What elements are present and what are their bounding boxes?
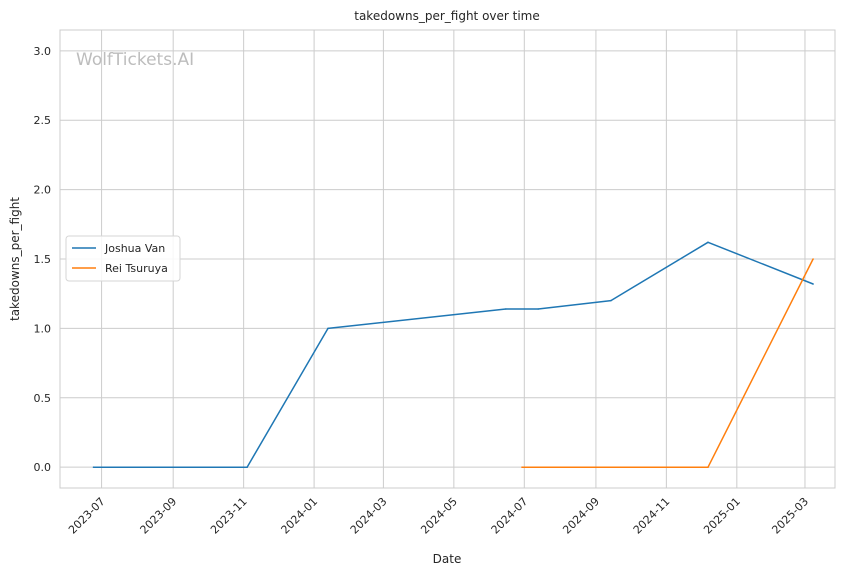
y-axis-ticks: 0.0 0.5 1.0 1.5 2.0 2.5 3.0 (34, 45, 52, 474)
plot-frame (59, 29, 836, 489)
y-tick-label: 2.5 (34, 114, 52, 127)
data-point (505, 308, 507, 310)
x-tick-label: 2025-03 (769, 495, 811, 537)
x-tick-label: 2024-11 (631, 495, 673, 537)
data-point (92, 466, 95, 469)
legend-label-rei-tsuruya: Rei Tsuruya (105, 262, 168, 275)
data-point (707, 466, 709, 469)
x-tick-label: 2023-07 (66, 495, 108, 537)
y-tick-label: 2.0 (34, 184, 52, 197)
y-axis-label: takedowns_per_fight (8, 197, 22, 321)
series-lines (92, 241, 814, 469)
x-tick-label: 2023-11 (208, 495, 250, 537)
y-tick-label: 0.0 (34, 461, 52, 474)
legend-label-joshua-van: Joshua Van (104, 242, 165, 255)
data-point (327, 327, 329, 330)
watermark: WolfTickets.AI (76, 50, 194, 70)
y-tick-label: 1.5 (34, 253, 52, 266)
y-tick-label: 0.5 (34, 392, 52, 405)
data-point (521, 466, 523, 469)
x-axis-label: Date (433, 552, 462, 566)
series-line-rei-tsuruya (522, 258, 814, 468)
x-tick-label: 2023-09 (138, 495, 180, 537)
data-point (707, 241, 709, 244)
x-tick-label: 2024-05 (418, 495, 460, 537)
x-tick-label: 2024-09 (560, 495, 602, 537)
data-point (812, 283, 814, 285)
y-tick-label: 1.0 (34, 322, 52, 335)
x-tick-label: 2024-01 (279, 495, 321, 537)
series-line-joshua-van (93, 241, 814, 468)
legend: Joshua Van Rei Tsuruya (65, 235, 181, 282)
chart-title: takedowns_per_fight over time (354, 9, 540, 23)
y-tick-label: 3.0 (34, 45, 52, 58)
x-tick-label: 2024-03 (348, 495, 390, 537)
x-tick-label: 2025-01 (701, 495, 743, 537)
x-axis-ticks: 2023-07 2023-09 2023-11 2024-01 2024-03 2024-… (66, 495, 811, 537)
grid (60, 30, 835, 488)
data-point (246, 466, 248, 469)
data-point (537, 308, 539, 310)
data-point (812, 258, 814, 260)
data-point (610, 299, 612, 302)
x-tick-label: 2024-07 (489, 495, 531, 537)
